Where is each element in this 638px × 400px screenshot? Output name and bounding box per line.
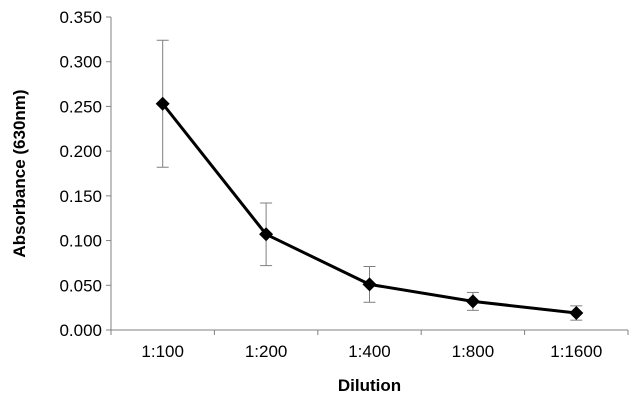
- axes: [110, 17, 628, 331]
- y-tick-label: 0.150: [59, 187, 102, 206]
- data-point: [362, 277, 377, 292]
- y-tick-label: 0.350: [59, 8, 102, 27]
- y-tick-label: 0.100: [59, 232, 102, 251]
- x-tick-label: 1:100: [141, 342, 184, 361]
- data-point: [259, 227, 274, 242]
- y-tick-label: 0.000: [59, 321, 102, 340]
- series: [155, 96, 584, 321]
- y-tick-label: 0.200: [59, 142, 102, 161]
- y-tick-label: 0.300: [59, 53, 102, 72]
- y-tick-label: 0.250: [59, 97, 102, 116]
- y-axis-title: Absorbance (630nm): [10, 89, 29, 257]
- x-tick-label: 1:200: [245, 342, 288, 361]
- x-tick-label: 1:800: [452, 342, 495, 361]
- data-point: [155, 96, 170, 111]
- x-tick-label: 1:400: [348, 342, 391, 361]
- x-axis-title: Dilution: [338, 376, 401, 395]
- y-axis-ticks: 0.000 0.050 0.100 0.150 0.200 0.250 0.300 0.350: [59, 8, 111, 340]
- data-point: [465, 294, 480, 309]
- data-point: [569, 306, 584, 321]
- x-axis-ticks: 1:100 1:200 1:400 1:800 1:1600: [110, 330, 629, 361]
- y-tick-label: 0.050: [59, 276, 102, 295]
- x-tick-label: 1:1600: [550, 342, 602, 361]
